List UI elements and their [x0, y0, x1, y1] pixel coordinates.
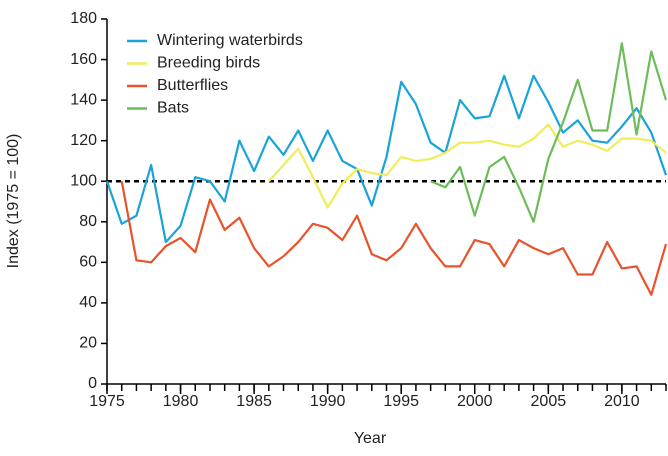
series-line — [430, 42, 668, 223]
legend-label: Wintering waterbirds — [157, 32, 303, 49]
y-tick-label: 40 — [79, 294, 97, 311]
legend-label: Butterflies — [157, 77, 228, 94]
y-tick-label: 80 — [79, 213, 97, 230]
y-tick-label: 180 — [70, 10, 97, 27]
series-line — [105, 74, 668, 244]
x-tick-label: 1990 — [310, 393, 346, 410]
legend-label: Bats — [157, 100, 189, 117]
y-axis-label: Index (1975 = 100) — [5, 134, 22, 269]
y-tick-label: 0 — [88, 375, 97, 392]
x-tick-label: 1985 — [236, 393, 272, 410]
y-tick-label: 140 — [70, 91, 97, 108]
series-line — [268, 123, 667, 209]
y-tick-label: 160 — [70, 51, 97, 68]
legend-label: Breeding birds — [157, 55, 260, 72]
x-tick-label: 2005 — [531, 393, 567, 410]
series-line — [120, 181, 668, 296]
x-tick-label: 1980 — [163, 393, 199, 410]
y-tick-label: 60 — [79, 254, 97, 271]
x-tick-label: 2000 — [457, 393, 493, 410]
x-tick-label: 1995 — [383, 393, 419, 410]
x-axis-label: Year — [354, 430, 387, 447]
y-tick-label: 100 — [70, 172, 97, 189]
y-tick-label: 20 — [79, 335, 97, 352]
y-tick-label: 120 — [70, 132, 97, 149]
x-tick-label: 1975 — [89, 393, 125, 410]
x-tick-label: 2010 — [604, 393, 640, 410]
